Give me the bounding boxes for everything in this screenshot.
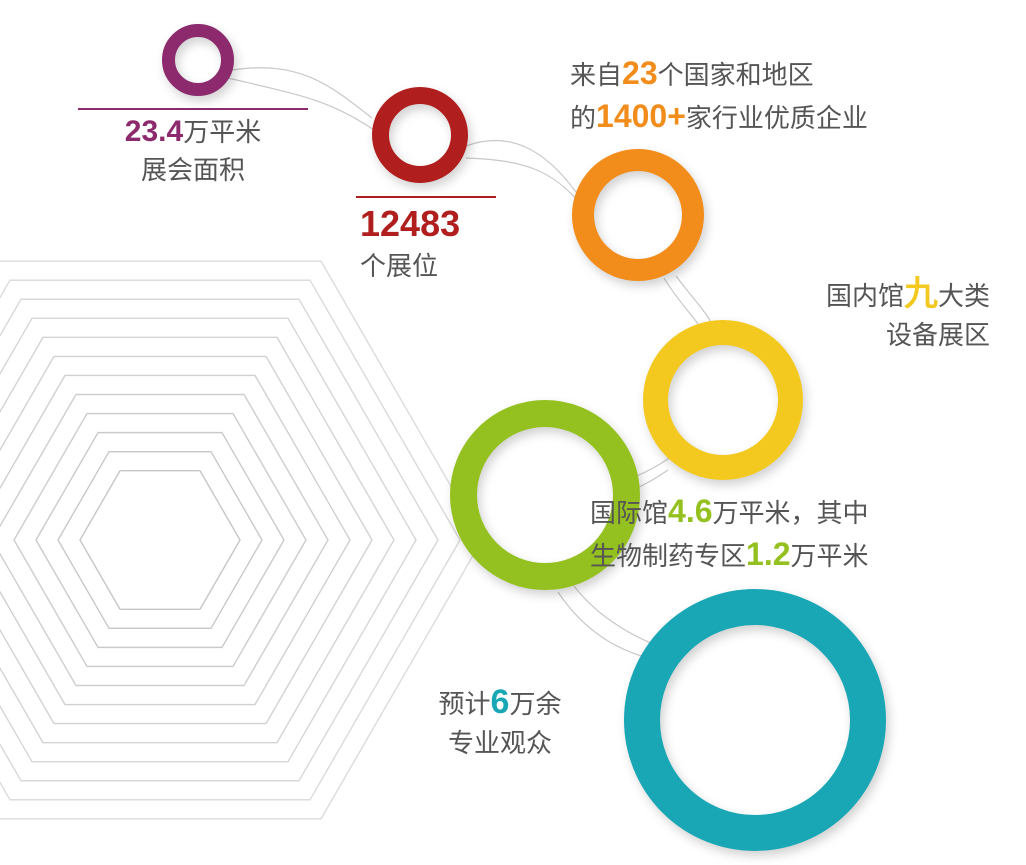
visitors-post: 万余 (509, 689, 561, 719)
countries-pre1: 来自 (570, 60, 622, 90)
area-number: 23.4 (125, 115, 183, 148)
area-caption: 展会面积 (78, 153, 308, 188)
booths-number: 12483 (360, 200, 540, 249)
ring-area-icon (162, 24, 234, 96)
label-domestic: 国内馆九大类 设备展区 (760, 272, 990, 353)
domestic-post: 大类 (938, 281, 990, 311)
intl-n2: 1.2 (746, 536, 790, 572)
area-number-suffix: 万平米 (183, 117, 261, 147)
booths-caption: 个展位 (360, 249, 540, 284)
visitors-caption: 专业观众 (400, 726, 600, 761)
label-booths: 12483 个展位 (360, 200, 540, 284)
underline-area (78, 108, 308, 110)
visitors-n: 6 (491, 683, 510, 721)
ring-booths-icon (372, 87, 468, 183)
countries-post1: 个国家和地区 (658, 60, 814, 90)
intl-post1: 万平米，其中 (713, 498, 869, 528)
intl-post2: 万平米 (791, 541, 869, 571)
domestic-n: 九 (904, 275, 938, 313)
label-area: 23.4万平米 展会面积 (78, 112, 308, 188)
label-countries: 来自23个国家和地区 的1400+家行业优质企业 (570, 52, 1000, 138)
intl-pre1: 国际馆 (590, 498, 668, 528)
infographic-stage: 23.4万平米 展会面积 12483 个展位 来自23个国家和地区 的1400+… (0, 0, 1026, 865)
intl-pre2: 生物制药专区 (590, 541, 746, 571)
label-intl: 国际馆4.6万平米，其中 生物制药专区1.2万平米 (590, 490, 1010, 576)
ring-visitors-icon (624, 589, 886, 851)
countries-pre2: 的 (570, 103, 596, 133)
countries-n2: 1400+ (596, 98, 686, 134)
domestic-pre: 国内馆 (826, 281, 904, 311)
intl-n1: 4.6 (668, 493, 712, 529)
countries-post2: 家行业优质企业 (686, 103, 868, 133)
ring-countries-icon (572, 149, 704, 281)
visitors-pre: 预计 (439, 689, 491, 719)
label-visitors: 预计6万余 专业观众 (400, 680, 600, 761)
countries-n1: 23 (622, 55, 658, 91)
domestic-caption: 设备展区 (760, 318, 990, 353)
underline-booths (356, 196, 496, 198)
